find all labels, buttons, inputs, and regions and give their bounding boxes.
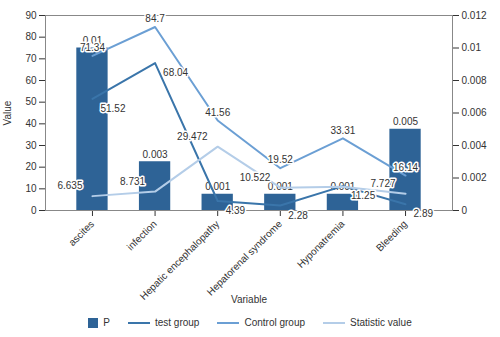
- svg-text:29.472: 29.472: [177, 131, 208, 142]
- svg-text:0.003: 0.003: [143, 149, 168, 160]
- svg-text:68.04: 68.04: [163, 67, 188, 78]
- svg-text:Bleeding: Bleeding: [374, 218, 409, 253]
- svg-text:71.34: 71.34: [80, 42, 105, 53]
- svg-text:60: 60: [25, 75, 37, 86]
- svg-text:0: 0: [462, 205, 468, 216]
- svg-text:10.522: 10.522: [240, 172, 271, 183]
- svg-text:11.25: 11.25: [351, 190, 376, 201]
- svg-text:8.731: 8.731: [120, 176, 145, 187]
- svg-text:4.39: 4.39: [226, 205, 246, 216]
- svg-text:0.001: 0.001: [267, 181, 293, 193]
- svg-text:51.52: 51.52: [100, 103, 125, 114]
- svg-text:20: 20: [25, 161, 37, 172]
- svg-text:ascites: ascites: [66, 218, 96, 248]
- svg-text:Hepatorenal syndrome: Hepatorenal syndrome: [205, 218, 285, 298]
- svg-text:90: 90: [25, 10, 37, 21]
- svg-text:70: 70: [25, 53, 37, 64]
- svg-text:40: 40: [25, 118, 37, 129]
- svg-text:6.635: 6.635: [57, 180, 82, 191]
- svg-text:2.28: 2.28: [288, 210, 308, 221]
- svg-text:0.006: 0.006: [462, 107, 487, 118]
- svg-text:19.52: 19.52: [268, 154, 293, 165]
- html-text:P: P: [103, 317, 110, 328]
- html-text:test group: test group: [154, 317, 200, 328]
- svg-text:Hepatic encephalopathy: Hepatic encephalopathy: [137, 218, 222, 302]
- svg-text:84.7: 84.7: [145, 13, 165, 24]
- svg-text:80: 80: [25, 31, 37, 42]
- svg-text:infection: infection: [125, 218, 159, 252]
- svg-text:0.005: 0.005: [393, 116, 418, 127]
- svg-text:0.01: 0.01: [82, 35, 103, 47]
- svg-text:41.56: 41.56: [205, 107, 230, 118]
- svg-text:10: 10: [25, 183, 37, 194]
- svg-text:0.012: 0.012: [462, 10, 487, 21]
- svg-text:0.002: 0.002: [462, 172, 487, 183]
- svg-text:2.89: 2.89: [414, 208, 434, 219]
- svg-text:0.01: 0.01: [462, 42, 482, 53]
- html-text:Statistic value: Statistic value: [350, 317, 412, 328]
- svg-text:0.008: 0.008: [462, 75, 487, 86]
- html-text:Control group: Control group: [244, 317, 305, 328]
- svg-text:33.31: 33.31: [330, 125, 355, 136]
- svg-text:30: 30: [25, 140, 37, 151]
- svg-text:16.14: 16.14: [393, 162, 418, 173]
- svg-text:0.004: 0.004: [462, 140, 487, 151]
- svg-text:Value: Value: [2, 100, 13, 125]
- svg-text:Variable: Variable: [231, 294, 267, 305]
- svg-text:0: 0: [31, 205, 37, 216]
- svg-text:50: 50: [25, 96, 37, 107]
- svg-text:0.001: 0.001: [205, 181, 231, 193]
- svg-text:7.727: 7.727: [371, 178, 396, 189]
- svg-text:Hyponatremia: Hyponatremia: [295, 218, 347, 270]
